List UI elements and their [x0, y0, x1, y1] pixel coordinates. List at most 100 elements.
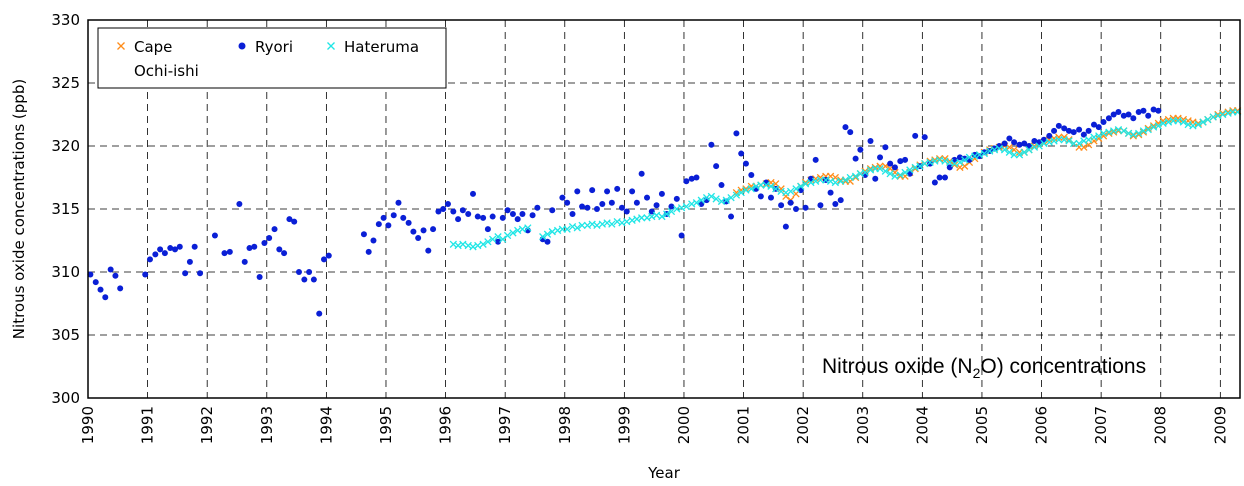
ryori-point: [405, 219, 412, 226]
marker-stroke: [961, 156, 969, 164]
marker-stroke: [608, 220, 616, 228]
hateruma-point: [851, 172, 860, 180]
ryori-point: [981, 149, 988, 156]
hateruma-point: [961, 156, 969, 164]
legend-ryori-marker: [238, 42, 246, 50]
ryori-point: [927, 160, 934, 167]
ryori-point: [435, 208, 442, 215]
hateruma-point: [518, 225, 527, 233]
ryori-point: [782, 223, 789, 230]
ryori-point: [1105, 115, 1112, 122]
y-tick-label: 300: [51, 389, 80, 407]
marker-stroke: [1105, 129, 1113, 138]
ryori-point: [107, 266, 114, 273]
marker-stroke: [816, 176, 825, 184]
ryori-point: [644, 194, 651, 201]
ryori-point: [316, 310, 323, 317]
marker-stroke: [971, 152, 979, 160]
ryori-point: [276, 246, 283, 253]
ryori-point: [1120, 112, 1127, 119]
hateruma-point: [1040, 139, 1048, 148]
x-tick-label: 2004: [913, 406, 931, 444]
x-tick-label: 1990: [79, 406, 97, 444]
marker-stroke: [1135, 129, 1143, 138]
hateruma-point: [489, 235, 497, 243]
marker-stroke: [1000, 146, 1009, 154]
marker-stroke: [906, 166, 914, 174]
marker-stroke: [757, 181, 765, 189]
ryori-point: [529, 212, 536, 219]
marker-stroke: [1030, 143, 1039, 151]
x-tick-label: 1996: [437, 406, 455, 444]
marker-stroke: [742, 186, 750, 194]
ryori-point: [1006, 135, 1013, 142]
ryori-point: [182, 270, 189, 277]
hateruma-point: [459, 240, 467, 248]
ryori-point: [738, 150, 745, 157]
marker-stroke: [1055, 136, 1063, 144]
marker-stroke: [1010, 151, 1018, 159]
ryori-point: [1001, 140, 1008, 147]
ryori-point: [817, 202, 824, 209]
hateruma-point: [573, 224, 581, 232]
hateruma-point: [896, 171, 904, 179]
marker-stroke: [916, 162, 924, 170]
ryori-point: [931, 179, 938, 186]
ryori-point: [306, 269, 313, 275]
x-tick-label: 1999: [615, 406, 633, 444]
ryori-point: [733, 130, 740, 137]
hateruma-point: [593, 221, 601, 230]
ryori-point: [891, 164, 898, 171]
cape-point: [935, 154, 944, 163]
marker-stroke: [677, 204, 686, 212]
ryori-point: [1016, 141, 1023, 148]
ryori-point: [444, 200, 451, 207]
marker-stroke: [722, 196, 730, 204]
marker-stroke: [727, 194, 735, 202]
ryori-point: [1095, 124, 1102, 131]
ryori-point: [1021, 140, 1028, 147]
marker-stroke: [911, 163, 919, 172]
marker-stroke: [1194, 119, 1202, 127]
marker-stroke: [995, 144, 1003, 153]
ryori-point: [589, 187, 596, 194]
marker-stroke: [1189, 122, 1197, 130]
marker-stroke: [637, 214, 646, 222]
legend-cape-x-icon: [117, 42, 125, 50]
ryori-point: [325, 252, 332, 259]
legend-ryori-dot-icon: [238, 42, 246, 50]
hateruma-point: [1084, 136, 1093, 144]
hateruma-point: [732, 191, 741, 199]
marker-stroke: [891, 172, 899, 180]
ryori-point: [489, 213, 496, 220]
marker-stroke: [866, 166, 875, 174]
marker-stroke: [117, 42, 125, 50]
ryori-point: [1150, 106, 1157, 113]
ryori-point: [852, 155, 859, 162]
marker-stroke: [737, 188, 745, 197]
hateruma-point: [1174, 117, 1182, 125]
ryori-point: [767, 194, 774, 201]
hateruma-point: [841, 176, 850, 184]
ryori-point: [564, 199, 571, 206]
ryori-point: [946, 164, 953, 171]
hateruma-point: [861, 168, 869, 177]
marker-stroke: [1060, 133, 1068, 141]
marker-stroke: [1040, 139, 1048, 148]
ryori-point: [897, 158, 904, 165]
ryori-point: [152, 251, 159, 258]
marker-stroke: [896, 171, 904, 179]
marker-stroke: [851, 172, 860, 180]
ryori-point: [495, 238, 502, 245]
marker-stroke: [1164, 118, 1173, 126]
marker-stroke: [1179, 118, 1188, 126]
legend-cape-marker: [117, 42, 125, 50]
y-tick-label: 325: [51, 74, 80, 92]
x-tick-label: 1994: [317, 406, 335, 444]
hateruma-point: [1075, 139, 1083, 148]
ryori-point: [579, 203, 586, 210]
hateruma-point: [1095, 132, 1103, 140]
ryori-point: [271, 226, 278, 233]
hateruma-point: [503, 231, 512, 240]
marker-stroke: [499, 235, 507, 243]
